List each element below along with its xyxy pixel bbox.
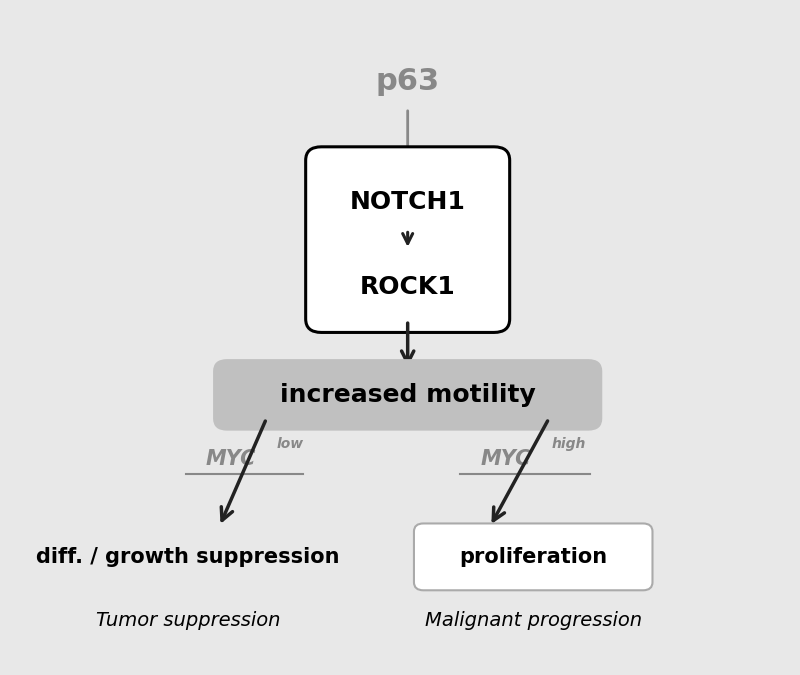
Text: high: high — [551, 437, 586, 451]
FancyBboxPatch shape — [213, 359, 602, 431]
Text: Tumor suppression: Tumor suppression — [96, 612, 280, 630]
Text: ROCK1: ROCK1 — [360, 275, 455, 299]
Text: MYC: MYC — [481, 449, 531, 469]
Text: MYC: MYC — [206, 449, 256, 469]
Text: diff. / growth suppression: diff. / growth suppression — [36, 547, 340, 567]
Text: low: low — [277, 437, 304, 451]
Text: p63: p63 — [376, 67, 440, 95]
Text: increased motility: increased motility — [280, 383, 535, 407]
Text: proliferation: proliferation — [459, 547, 607, 567]
FancyBboxPatch shape — [414, 524, 653, 590]
Text: NOTCH1: NOTCH1 — [350, 190, 466, 215]
FancyBboxPatch shape — [306, 147, 510, 332]
Text: Malignant progression: Malignant progression — [425, 612, 642, 630]
